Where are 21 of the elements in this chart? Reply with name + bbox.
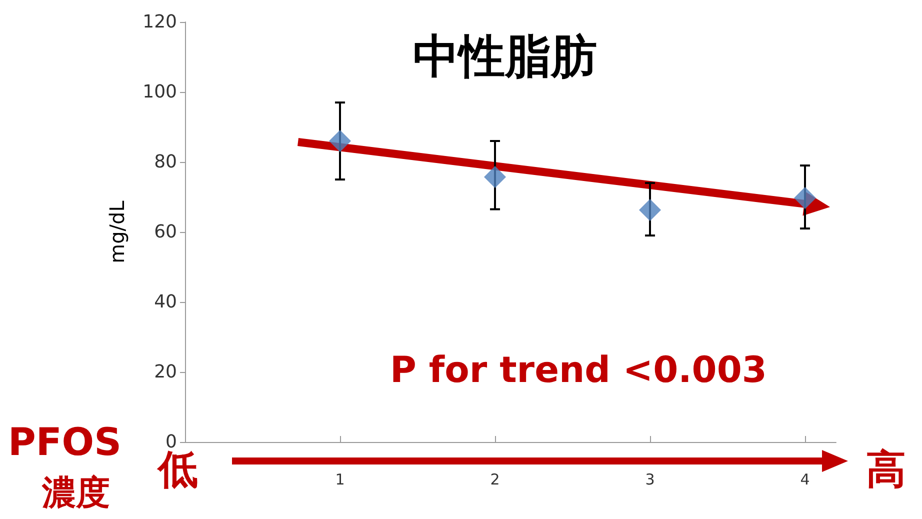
point [484,166,506,188]
annotation: P for trend <0.003 [390,350,767,391]
y-tick-label: 100 [142,82,177,102]
y-axis-title: mg/dL [105,200,129,264]
y-tick-label: 80 [154,152,177,172]
x-tick-label: 1 [335,470,345,488]
text: PFOS [8,420,122,464]
chart-title: 中性脂肪 [413,29,597,83]
x-tick-label: 4 [800,470,810,488]
y-tick-label: 20 [154,362,177,382]
point [329,130,351,152]
text: 濃度 [42,472,110,515]
x-tick-label: 3 [645,470,655,488]
text: 高 [866,446,906,495]
point [639,198,661,221]
y-tick-label: 120 [142,12,177,32]
x-tick-label: 2 [490,470,500,488]
y-tick-label: 60 [154,222,177,242]
text: 低 [158,447,198,495]
point [794,187,816,210]
y-tick-label: 40 [154,292,177,312]
